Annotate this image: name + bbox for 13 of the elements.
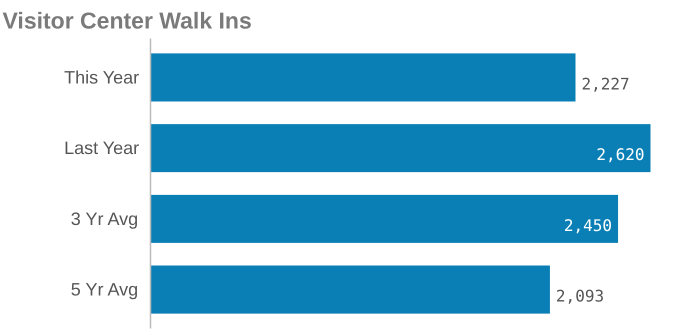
data-label: 2,450 xyxy=(564,216,612,235)
y-tick-label: This Year xyxy=(64,67,140,88)
y-tick-label: 5 Yr Avg xyxy=(70,280,138,300)
data-label: 2,620 xyxy=(596,145,645,164)
data-label: 2,093 xyxy=(556,286,604,306)
bar xyxy=(150,194,618,243)
y-tick-label: Last Year xyxy=(64,138,140,158)
chart-title: Visitor Center Walk Ins xyxy=(2,8,252,34)
bar xyxy=(150,124,650,172)
bar xyxy=(150,266,550,314)
data-label: 2,227 xyxy=(582,74,630,94)
y-tick-label: 3 Yr Avg xyxy=(70,208,138,229)
bar xyxy=(150,53,576,102)
